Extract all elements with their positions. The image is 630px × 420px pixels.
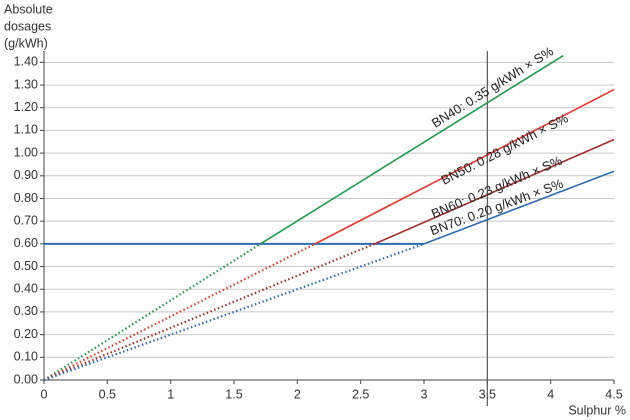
y-tick-label: 0.40 [14, 282, 38, 296]
x-tick-label: 4.5 [605, 387, 622, 401]
series-line [43, 242, 262, 381]
y-tick-label: 0.60 [14, 236, 38, 250]
x-tick-label: 2.5 [352, 387, 369, 401]
x-tick-label: 3 [421, 387, 428, 401]
y-tick-label: 1.00 [14, 145, 38, 159]
y-axis-title: Absolute [4, 2, 53, 16]
y-tick-label: 1.10 [14, 123, 38, 137]
series-line [314, 88, 615, 245]
series-line [43, 242, 425, 382]
series-label: BN40: 0.35 g/kWh × S% [429, 43, 557, 130]
y-tick-label: 0.70 [14, 213, 38, 227]
series-line [374, 138, 615, 245]
x-tick-label: 4 [547, 387, 554, 401]
x-tick-label: 1 [167, 387, 174, 401]
y-tick-label: 0.20 [14, 327, 38, 341]
y-tick-label: 0.10 [14, 350, 38, 364]
y-tick-label: 1.30 [14, 77, 38, 91]
x-tick-label: 1.5 [225, 387, 242, 401]
x-axis-title: Sulphur % [568, 403, 626, 417]
y-tick-label: 0.50 [14, 259, 38, 273]
x-tick-label: 2 [294, 387, 301, 401]
y-tick-label: 0.80 [14, 191, 38, 205]
x-tick-label: 0.5 [99, 387, 116, 401]
x-tick-label: 0 [41, 387, 48, 401]
y-tick-label: 1.20 [14, 100, 38, 114]
y-tick-label: 0.90 [14, 168, 38, 182]
series-line [43, 242, 316, 381]
y-axis-title: dosages [4, 19, 51, 33]
y-tick-label: 1.40 [14, 55, 38, 69]
y-axis-title: (g/kWh) [4, 36, 48, 50]
y-tick-label: 0.00 [14, 372, 38, 386]
y-tick-label: 0.30 [14, 304, 38, 318]
series-line [423, 170, 615, 245]
series-line [260, 54, 564, 245]
